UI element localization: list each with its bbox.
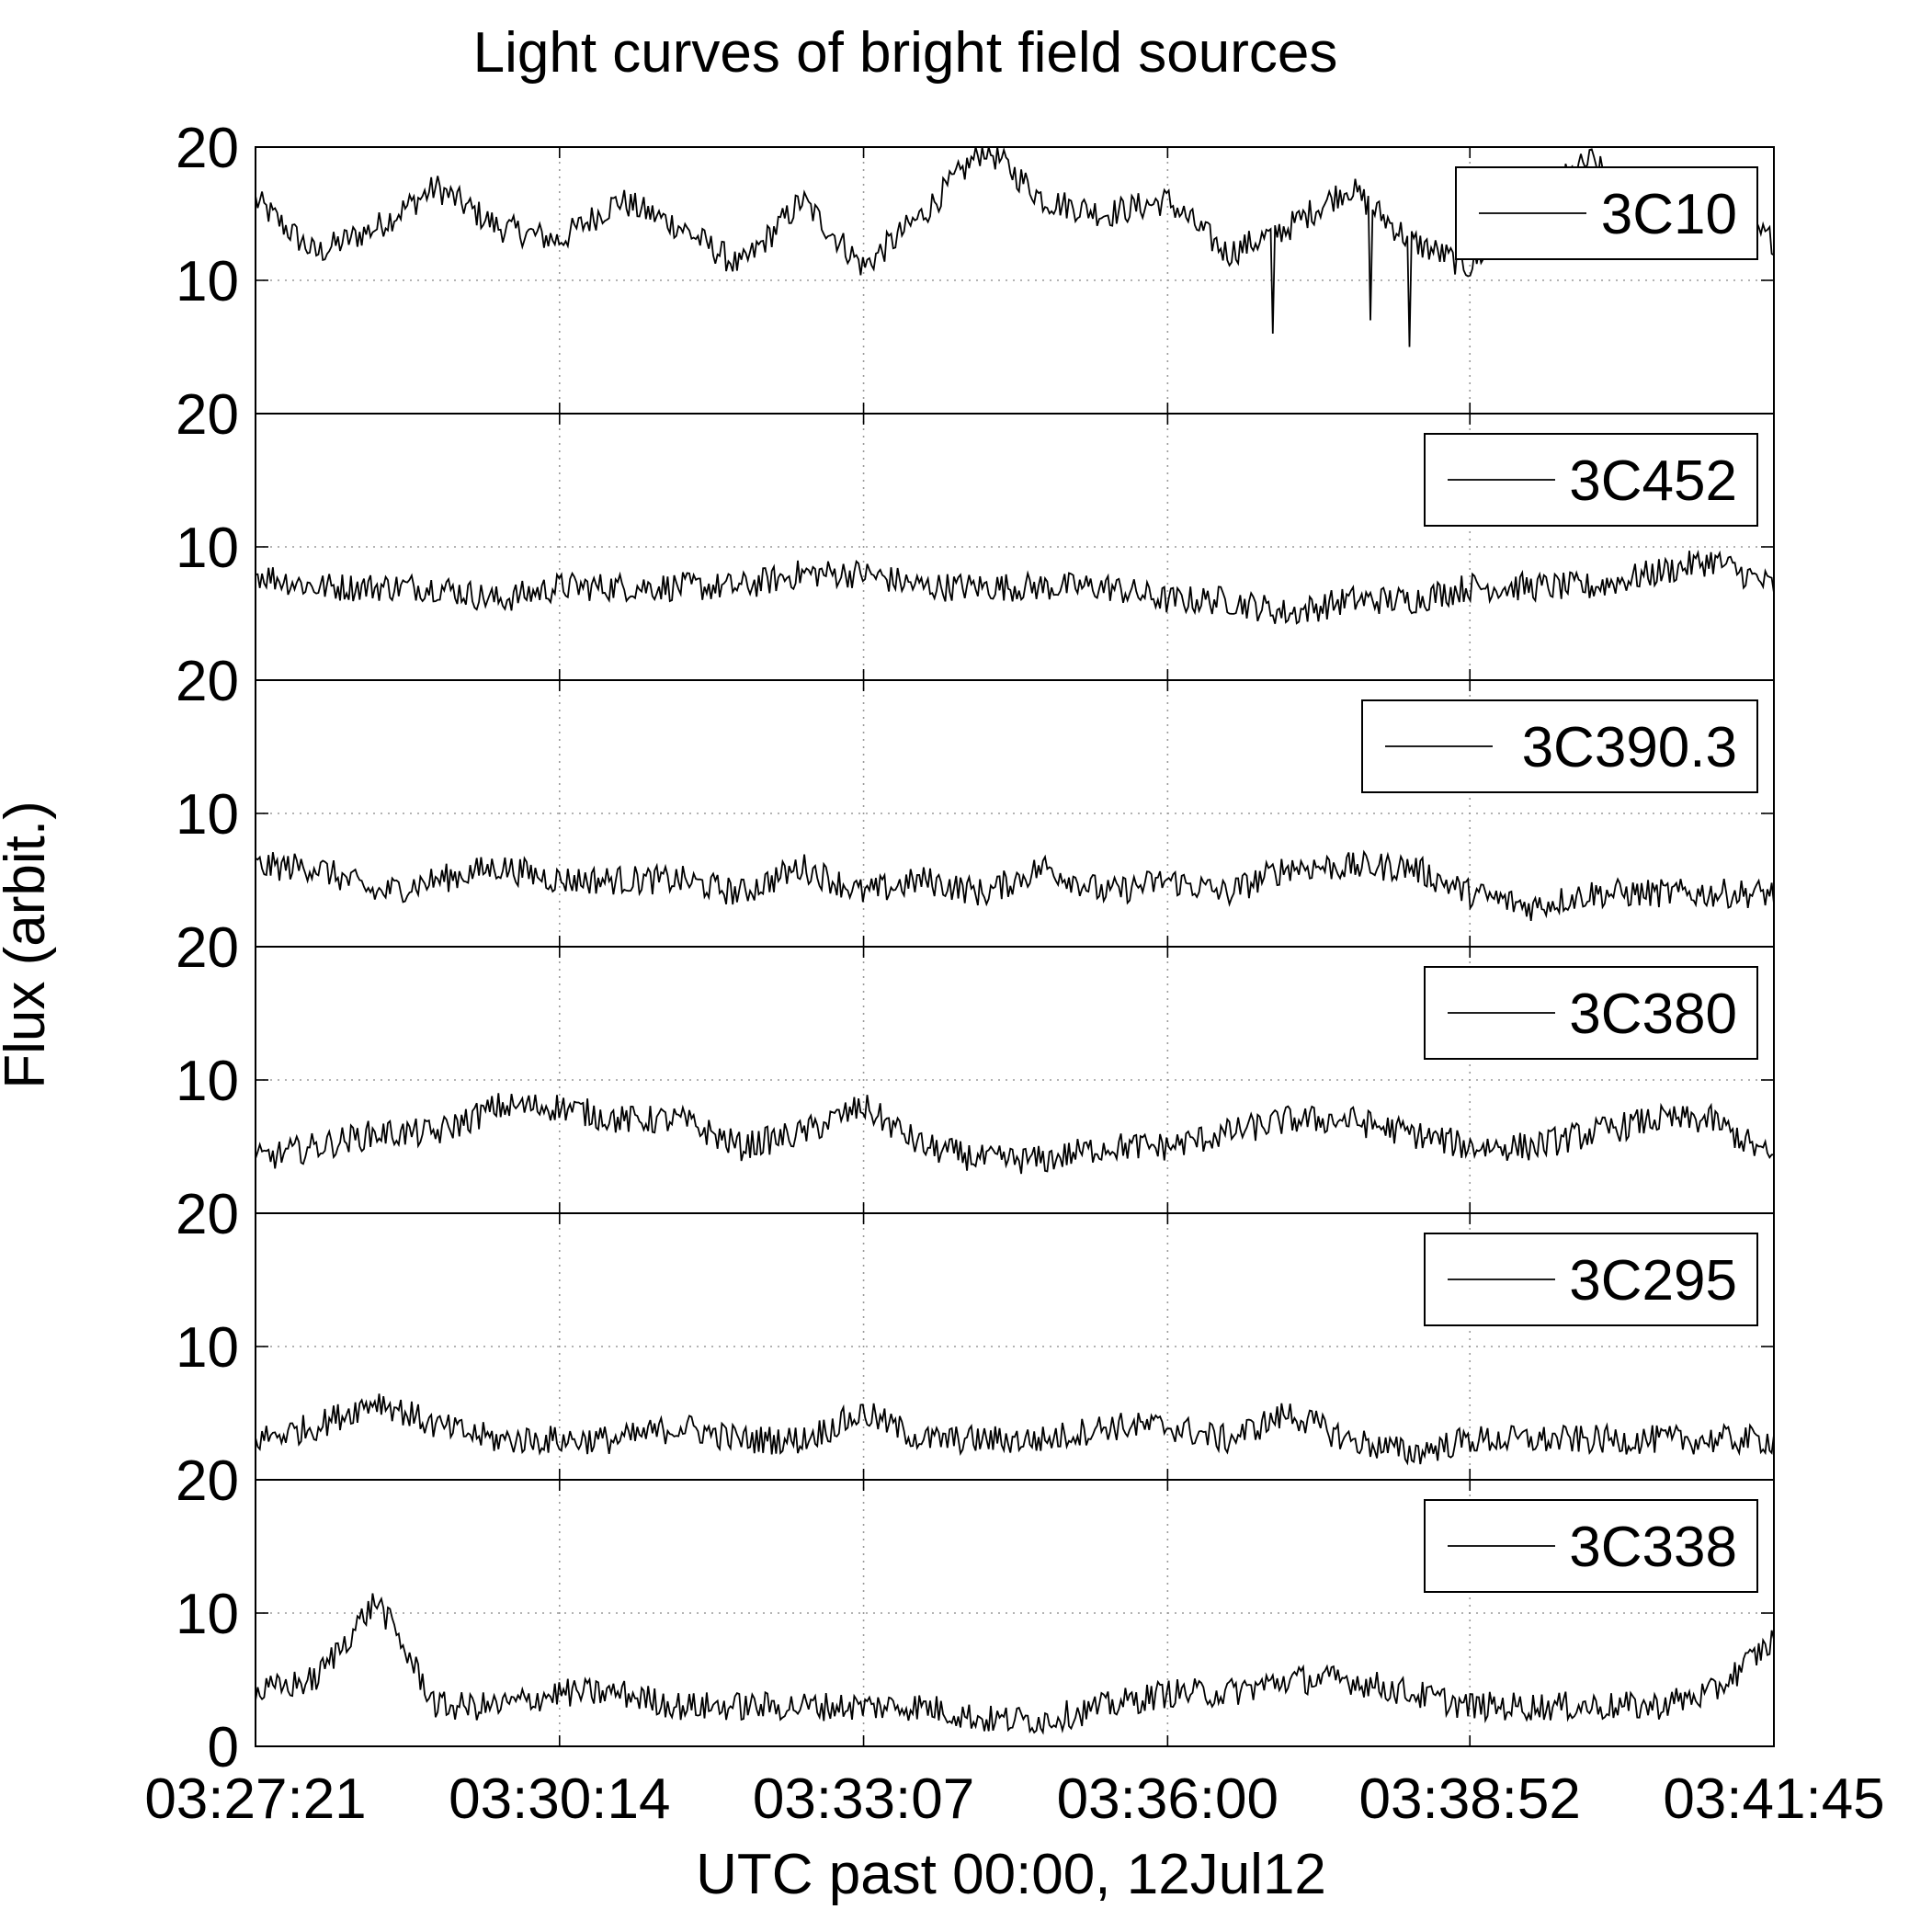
legend-label: 3C295 — [1569, 1249, 1737, 1313]
legend-box — [1424, 1233, 1758, 1326]
y-tick-label: 10 — [176, 1316, 239, 1380]
x-tick-label: 03:36:00 — [1057, 1767, 1279, 1831]
y-tick-label: 10 — [176, 1583, 239, 1646]
series-line-3c390-3 — [255, 849, 1775, 922]
panels-group: 10 20 3C10 10 20 3C452 10 20 3C390.3 10 20 3C380 10 2… — [176, 117, 1775, 1779]
panel-3c380: 10 20 3C380 — [176, 916, 1775, 1214]
y-axis-label: Flux (arbit.) — [0, 801, 57, 1088]
y-tick-label: 20 — [176, 1449, 239, 1513]
legend: 3C338 — [1424, 1499, 1758, 1593]
legend-label: 3C380 — [1569, 983, 1737, 1046]
legend-label: 3C452 — [1569, 449, 1737, 513]
series-line-3c380 — [255, 1093, 1774, 1175]
series-line-3c338 — [255, 1593, 1775, 1735]
panel-frame — [255, 1479, 1775, 1747]
legend-label: 3C10 — [1601, 183, 1737, 246]
panel-3c452: 10 20 3C452 — [176, 383, 1775, 681]
y-tick-label: 10 — [176, 1050, 239, 1113]
y-tick-label: 20 — [176, 916, 239, 980]
panel-3c338: 0 10 20 3C338 — [176, 1449, 1775, 1779]
panel-3c390-3: 10 20 3C390.3 — [176, 650, 1775, 948]
x-tick-label: 03:38:52 — [1359, 1767, 1581, 1831]
y-tick-label: 0 — [208, 1716, 239, 1779]
x-tick-label: 03:30:14 — [449, 1767, 670, 1831]
legend-label: 3C338 — [1569, 1516, 1737, 1579]
y-tick-label: 10 — [176, 517, 239, 580]
y-tick-label: 20 — [176, 1183, 239, 1246]
y-tick-label: 20 — [176, 383, 239, 447]
legend: 3C452 — [1424, 433, 1758, 527]
legend: 3C10 — [1455, 166, 1758, 260]
panel-3c10: 10 20 3C10 — [176, 117, 1775, 415]
y-tick-label: 20 — [176, 117, 239, 180]
x-tick-labels: 03:27:21 03:30:14 03:33:07 03:36:00 03:38:52… — [144, 1767, 1884, 1831]
x-tick-label: 03:33:07 — [753, 1767, 974, 1831]
x-tick-label: 03:41:45 — [1663, 1767, 1884, 1831]
chart-title: Light curves of bright field sources — [473, 21, 1338, 85]
legend-label: 3C390.3 — [1522, 716, 1737, 779]
x-tick-label: 03:27:21 — [144, 1767, 366, 1831]
legend: 3C390.3 — [1361, 699, 1758, 793]
series-line-3c452 — [256, 550, 1775, 625]
y-tick-label: 20 — [176, 650, 239, 713]
legend: 3C380 — [1424, 966, 1758, 1060]
y-tick-label: 10 — [176, 250, 239, 313]
legend: 3C295 — [1424, 1233, 1758, 1326]
x-axis-label: UTC past 00:00, 12Jul12 — [696, 1843, 1326, 1906]
series-line-3c295 — [255, 1393, 1775, 1466]
panel-3c295: 10 20 3C295 — [176, 1183, 1775, 1481]
y-tick-label: 10 — [176, 783, 239, 847]
